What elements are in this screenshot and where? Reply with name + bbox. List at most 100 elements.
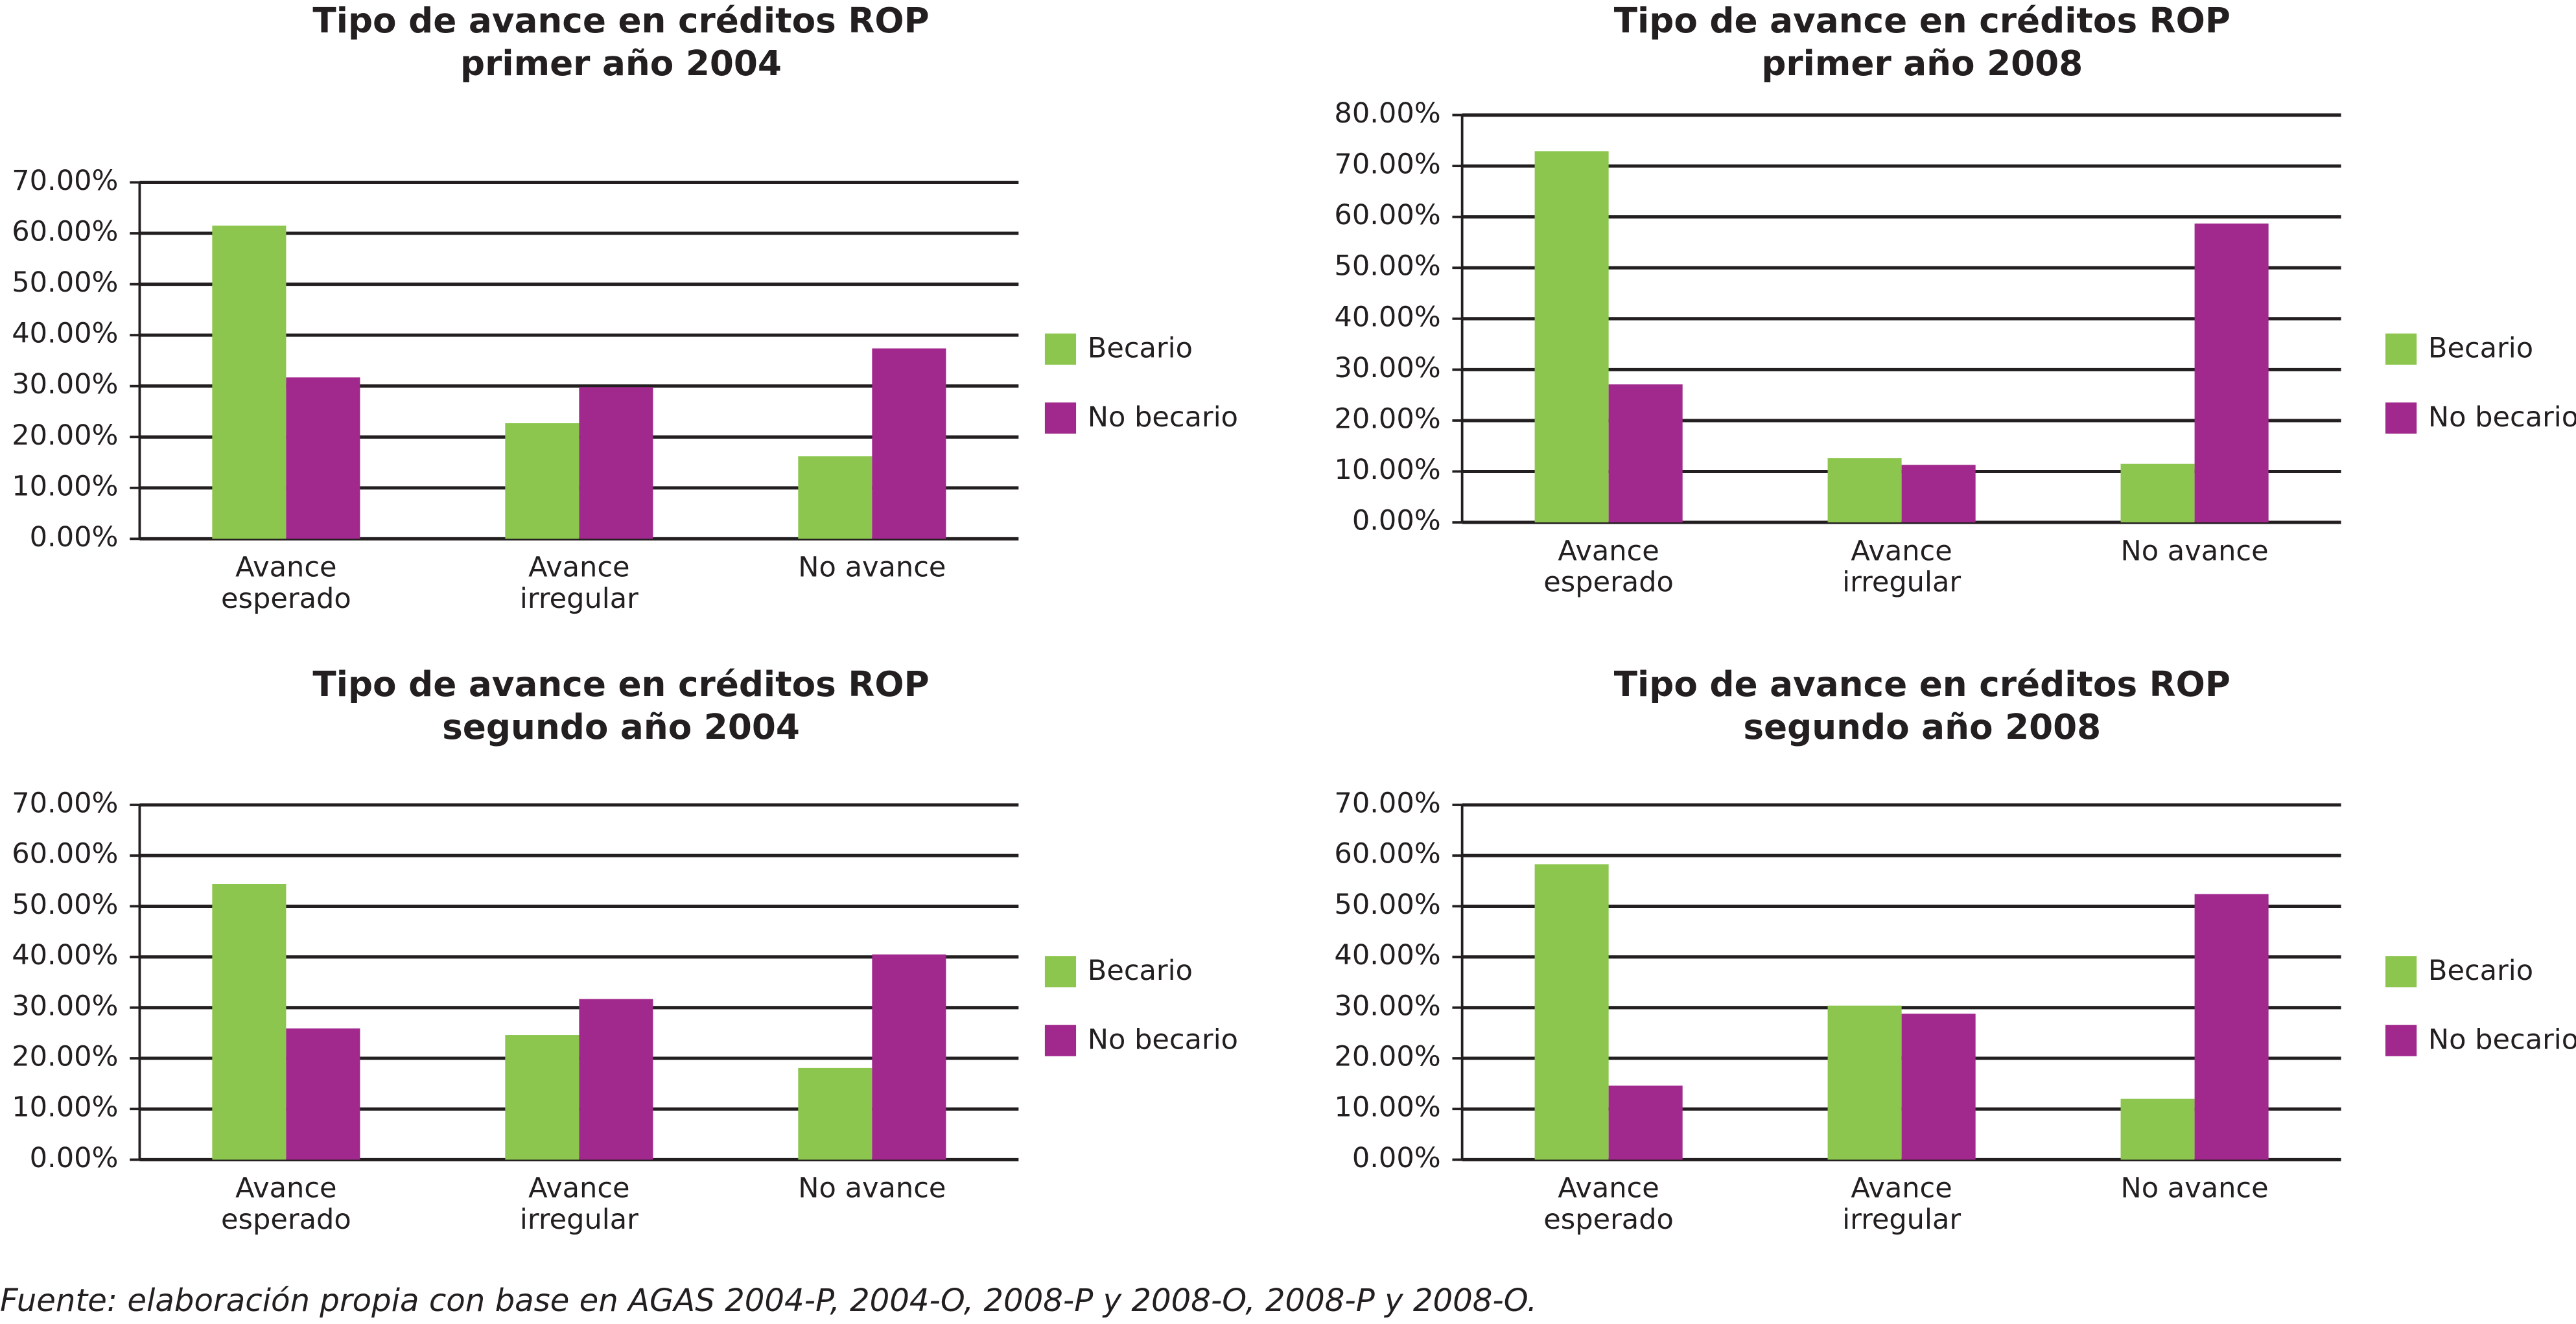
y-tick-label: 10.00% [1334,1091,1440,1124]
x-tick-label-box: Avance esperado [221,1174,351,1237]
x-tick-label-box: Avance esperado [221,553,351,616]
y-tick-label: 0.00% [1352,1142,1441,1174]
bar [2194,223,2269,523]
x-tick-label: Avance irregular [1842,1174,1961,1237]
bar [872,954,946,1160]
bar [212,883,287,1160]
y-tick-label: 80.00% [1334,97,1440,130]
legend-label: No becario [1088,401,1238,434]
bar [505,1035,580,1160]
y-tick-label: 10.00% [1334,454,1440,486]
y-tick-label: 60.00% [1334,838,1440,870]
legend-label: Becario [2428,332,2533,364]
chart-subtitle: segundo año 2008 [1743,707,2101,747]
x-tick-label: Avance esperado [221,1174,351,1237]
chart-subtitle: primer año 2004 [460,43,782,84]
y-tick-label: 50.00% [12,266,118,299]
y-tick-label: 20.00% [12,1041,118,1073]
x-tick-label-box: No avance [798,1174,946,1205]
y-tick-label: 40.00% [12,939,118,971]
y-tick-label: 30.00% [1334,352,1440,384]
x-tick-label-box: Avance esperado [1543,537,1674,600]
x-tick-label-box: Avance irregular [519,1174,638,1237]
x-tick-label: Avance esperado [1543,1174,1674,1237]
bar [872,348,946,539]
bar [286,1028,360,1160]
bar [212,226,287,539]
legend-label: Becario [1088,332,1193,364]
y-tick-label: 10.00% [12,470,118,502]
bar [1608,384,1683,523]
chart-subtitle: segundo año 2004 [442,707,800,747]
y-tick-label: 40.00% [12,318,118,350]
legend-swatch [1044,333,1077,365]
bar [798,456,872,539]
legend-label: Becario [2428,955,2533,987]
x-tick-label: No avance [2120,537,2269,569]
chart-subtitle: primer año 2008 [1761,43,2083,84]
x-tick-label-box: Avance esperado [1543,1174,1674,1237]
x-tick-label: No avance [798,553,946,585]
bar [1901,465,1976,523]
y-tick-label: 40.00% [1334,301,1440,333]
bar [1901,1014,1976,1160]
legend-swatch [2385,956,2417,988]
chart-title: Tipo de avance en créditos ROP [1614,1,2231,41]
y-tick-label: 60.00% [12,838,118,870]
y-tick-label: 20.00% [1334,1041,1440,1073]
y-tick-label: 0.00% [30,1142,119,1174]
y-tick-label: 40.00% [1334,939,1440,971]
x-tick-label: Avance irregular [519,1174,638,1237]
legend-swatch [2385,1025,2417,1056]
bar [2120,1098,2195,1160]
bar [2194,894,2269,1160]
y-tick-label: 50.00% [1334,250,1440,283]
legend-label: Becario [1088,955,1193,987]
x-tick-label-box: No avance [798,553,946,585]
y-tick-label: 30.00% [1334,990,1440,1022]
bar [286,377,360,539]
footnote: Fuente: elaboración propia con base en A… [0,1283,1537,1319]
y-tick-label: 70.00% [1334,148,1440,181]
legend-label: No becario [2428,401,2576,434]
x-tick-label: Avance esperado [1543,537,1674,600]
bar [1608,1086,1683,1160]
x-tick-label: Avance irregular [519,553,638,616]
x-tick-label: Avance esperado [221,553,351,616]
x-tick-label-box: Avance irregular [1842,1174,1961,1237]
y-tick-label: 60.00% [12,216,118,248]
y-tick-label: 20.00% [12,419,118,452]
y-tick-label: 50.00% [1334,888,1440,921]
legend-swatch [1044,956,1077,988]
chart-title: Tipo de avance en créditos ROP [312,664,929,704]
y-tick-label: 70.00% [12,787,118,819]
y-tick-label: 50.00% [12,888,118,921]
y-tick-label: 0.00% [30,521,119,553]
legend-swatch [2385,402,2417,434]
legend-label: No becario [2428,1023,2576,1056]
bar [2120,463,2195,523]
y-tick-label: 10.00% [12,1091,118,1124]
x-tick-label-box: No avance [2121,1174,2269,1205]
bar [798,1067,872,1160]
bar [1827,1005,1902,1160]
y-tick-label: 0.00% [1352,505,1441,537]
bar [1534,864,1609,1160]
x-tick-label-box: No avance [2120,537,2269,569]
legend-swatch [2385,333,2417,365]
y-tick-label: 20.00% [1334,402,1440,435]
legend-label: No becario [1088,1023,1238,1056]
y-tick-label: 30.00% [12,368,118,401]
chart-title: Tipo de avance en créditos ROP [1614,664,2231,704]
legend-swatch [1044,402,1077,434]
y-tick-label: 70.00% [1334,787,1440,819]
y-tick-label: 70.00% [12,165,118,197]
bar [1827,458,1902,523]
y-tick-label: 60.00% [1334,199,1440,231]
